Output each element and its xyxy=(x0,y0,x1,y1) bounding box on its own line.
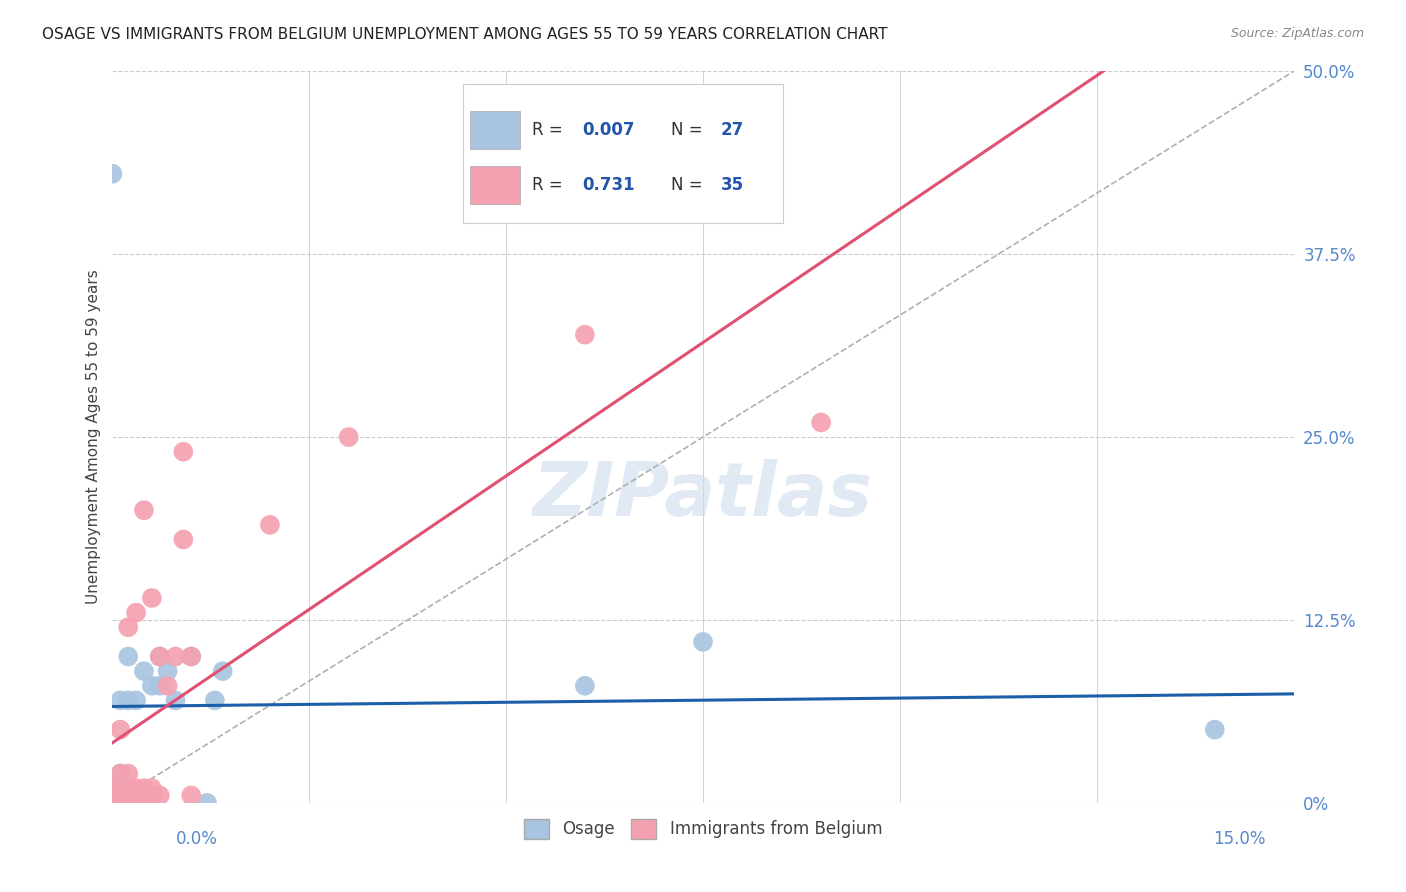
Point xyxy=(117,781,139,796)
Point xyxy=(117,693,139,707)
Text: 35: 35 xyxy=(721,176,744,194)
Point xyxy=(101,781,124,796)
Point xyxy=(125,796,148,810)
Point xyxy=(125,789,148,803)
Text: 15.0%: 15.0% xyxy=(1213,830,1265,847)
Point xyxy=(110,693,132,707)
Point xyxy=(149,679,172,693)
Text: 0.007: 0.007 xyxy=(582,121,636,139)
Point xyxy=(692,635,714,649)
Point xyxy=(125,796,148,810)
Text: 0.0%: 0.0% xyxy=(176,830,218,847)
Point xyxy=(101,796,124,810)
FancyBboxPatch shape xyxy=(471,111,520,149)
Point xyxy=(574,327,596,342)
Point xyxy=(195,796,218,810)
Point xyxy=(337,430,360,444)
Point xyxy=(141,789,163,803)
Point xyxy=(101,781,124,796)
Point xyxy=(132,664,155,678)
Point xyxy=(110,781,132,796)
Point xyxy=(101,796,124,810)
Point xyxy=(125,789,148,803)
Point xyxy=(149,649,172,664)
Point xyxy=(172,533,194,547)
Text: N =: N = xyxy=(671,176,709,194)
Point xyxy=(101,789,124,803)
Point xyxy=(141,591,163,605)
Point xyxy=(132,781,155,796)
Point xyxy=(117,789,139,803)
Point xyxy=(211,664,233,678)
Point xyxy=(110,766,132,780)
Point xyxy=(180,649,202,664)
Point xyxy=(141,679,163,693)
Point xyxy=(110,781,132,796)
Point xyxy=(204,693,226,707)
Point xyxy=(259,517,281,532)
Point xyxy=(132,796,155,810)
Point xyxy=(117,766,139,780)
Legend: Osage, Immigrants from Belgium: Osage, Immigrants from Belgium xyxy=(517,812,889,846)
Text: N =: N = xyxy=(671,121,709,139)
Point xyxy=(110,766,132,780)
Text: 0.731: 0.731 xyxy=(582,176,636,194)
Point xyxy=(117,789,139,803)
Point xyxy=(180,649,202,664)
Point xyxy=(125,781,148,796)
Point xyxy=(117,649,139,664)
Point xyxy=(172,444,194,458)
Point xyxy=(101,167,124,181)
Point xyxy=(125,693,148,707)
Point xyxy=(110,796,132,810)
Text: R =: R = xyxy=(531,176,568,194)
Point xyxy=(125,606,148,620)
Point xyxy=(165,649,187,664)
Point xyxy=(149,789,172,803)
Point xyxy=(132,789,155,803)
FancyBboxPatch shape xyxy=(471,166,520,203)
Point xyxy=(180,789,202,803)
Text: R =: R = xyxy=(531,121,568,139)
Point xyxy=(117,620,139,634)
Point xyxy=(141,781,163,796)
Point xyxy=(574,679,596,693)
Y-axis label: Unemployment Among Ages 55 to 59 years: Unemployment Among Ages 55 to 59 years xyxy=(86,269,101,605)
Text: 27: 27 xyxy=(721,121,744,139)
Text: OSAGE VS IMMIGRANTS FROM BELGIUM UNEMPLOYMENT AMONG AGES 55 TO 59 YEARS CORRELAT: OSAGE VS IMMIGRANTS FROM BELGIUM UNEMPLO… xyxy=(42,27,887,42)
Point xyxy=(156,664,179,678)
Point xyxy=(132,503,155,517)
Point xyxy=(149,649,172,664)
Point xyxy=(110,789,132,803)
Point xyxy=(110,796,132,810)
Point xyxy=(156,679,179,693)
Point xyxy=(165,693,187,707)
Point xyxy=(117,796,139,810)
Point xyxy=(810,416,832,430)
Text: Source: ZipAtlas.com: Source: ZipAtlas.com xyxy=(1230,27,1364,40)
Text: ZIPatlas: ZIPatlas xyxy=(533,459,873,533)
Point xyxy=(110,723,132,737)
Point xyxy=(1204,723,1226,737)
FancyBboxPatch shape xyxy=(463,84,783,224)
